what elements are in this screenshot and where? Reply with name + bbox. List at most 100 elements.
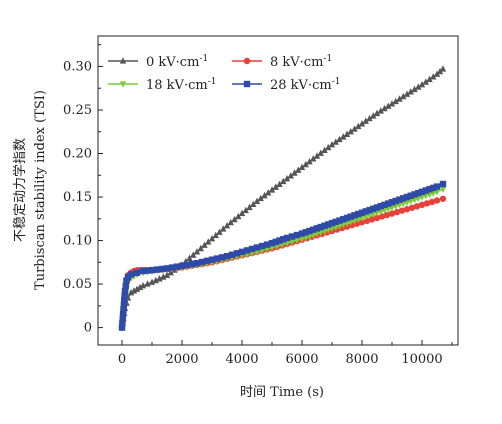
data-point <box>351 125 358 132</box>
data-point <box>328 141 336 148</box>
data-point <box>340 133 347 140</box>
data-point <box>158 265 166 273</box>
x-tick-label: 8000 <box>345 352 378 367</box>
y-tick-label: 0.10 <box>63 234 92 249</box>
data-point <box>228 251 236 258</box>
data-point <box>343 214 351 222</box>
data-point <box>398 207 406 214</box>
data-point <box>358 120 366 127</box>
data-point <box>268 239 276 247</box>
data-point <box>373 109 381 117</box>
data-point <box>332 218 339 226</box>
legend-item: 28 kV·cm-1 <box>232 77 340 93</box>
data-point <box>396 196 403 203</box>
data-point <box>276 180 283 188</box>
data-point <box>276 237 283 244</box>
legend-label-superscript: -1 <box>199 54 208 64</box>
data-point <box>272 183 279 190</box>
data-point <box>351 212 358 219</box>
data-point <box>355 210 362 218</box>
legend-label: 8 kV·cm-1 <box>270 54 332 70</box>
data-point <box>272 238 279 246</box>
data-point <box>288 239 296 246</box>
data-point <box>263 246 271 253</box>
data-point <box>253 197 261 204</box>
x-tick-label: 4000 <box>225 352 258 367</box>
data-point <box>340 216 347 223</box>
legend-label: 18 kV·cm-1 <box>146 77 216 93</box>
data-point <box>223 253 231 260</box>
data-point <box>370 112 377 119</box>
legend-marker <box>243 57 251 65</box>
data-point <box>370 205 377 212</box>
series-3 <box>118 180 447 331</box>
data-point <box>208 256 216 263</box>
data-point <box>396 95 403 102</box>
y-tick-label: 0.30 <box>63 59 92 74</box>
data-point <box>358 209 366 216</box>
data-point <box>208 235 216 242</box>
data-point <box>368 216 376 223</box>
data-point <box>283 174 291 182</box>
data-point <box>280 177 287 185</box>
x-tick-label: 10000 <box>401 352 442 367</box>
data-point <box>433 70 441 77</box>
data-point <box>190 251 197 258</box>
data-point <box>362 208 369 215</box>
data-point <box>328 219 336 227</box>
data-point <box>298 163 306 171</box>
data-point <box>186 254 193 261</box>
legend-marker <box>119 57 127 64</box>
data-point <box>218 254 226 261</box>
data-point <box>253 249 261 256</box>
data-point <box>127 288 135 296</box>
data-point <box>223 221 231 229</box>
data-point <box>415 189 422 197</box>
data-point <box>407 192 414 199</box>
data-point <box>325 221 332 228</box>
data-point <box>130 287 138 294</box>
legend: 0 kV·cm-1 8 kV·cm-118 kV·cm-1 28 kV·cm-1 <box>108 54 340 93</box>
x-axis: 0 2000 4000 6000 8000 10000 <box>118 340 453 367</box>
data-point <box>273 243 281 250</box>
data-point <box>257 194 264 202</box>
data-point <box>355 122 362 130</box>
legend-label-main: 18 kV·cm <box>146 78 208 93</box>
data-point <box>293 231 301 239</box>
data-point <box>426 75 433 83</box>
legend-label-main: 0 kV·cm <box>146 55 199 70</box>
data-point <box>258 242 266 250</box>
series-layer <box>118 65 447 332</box>
data-point <box>120 306 127 313</box>
data-point <box>403 206 411 213</box>
legend-label-main: 8 kV·cm <box>270 55 323 70</box>
data-point <box>366 114 373 122</box>
data-point <box>366 206 373 214</box>
data-point <box>310 226 317 233</box>
data-point <box>268 186 276 193</box>
y-tick-label: 0.20 <box>63 147 92 162</box>
data-point <box>403 90 411 97</box>
data-point <box>392 97 399 105</box>
data-point <box>183 261 191 269</box>
y-tick-label: 0.15 <box>63 190 92 205</box>
data-point <box>216 228 223 235</box>
legend-label-superscript: -1 <box>323 54 332 64</box>
data-point <box>156 275 163 282</box>
data-point <box>163 265 171 272</box>
data-point <box>268 244 276 252</box>
data-point <box>246 203 253 211</box>
data-point <box>265 189 272 196</box>
data-point <box>248 245 256 253</box>
data-point <box>227 218 234 226</box>
data-point <box>422 187 429 194</box>
data-point <box>381 201 388 209</box>
data-point <box>188 260 196 268</box>
data-point <box>400 92 407 100</box>
data-point <box>393 208 401 216</box>
legend-label: 0 kV·cm-1 <box>146 54 208 70</box>
data-point <box>317 149 324 156</box>
x-tick-label: 6000 <box>285 352 318 367</box>
data-point <box>121 296 128 304</box>
